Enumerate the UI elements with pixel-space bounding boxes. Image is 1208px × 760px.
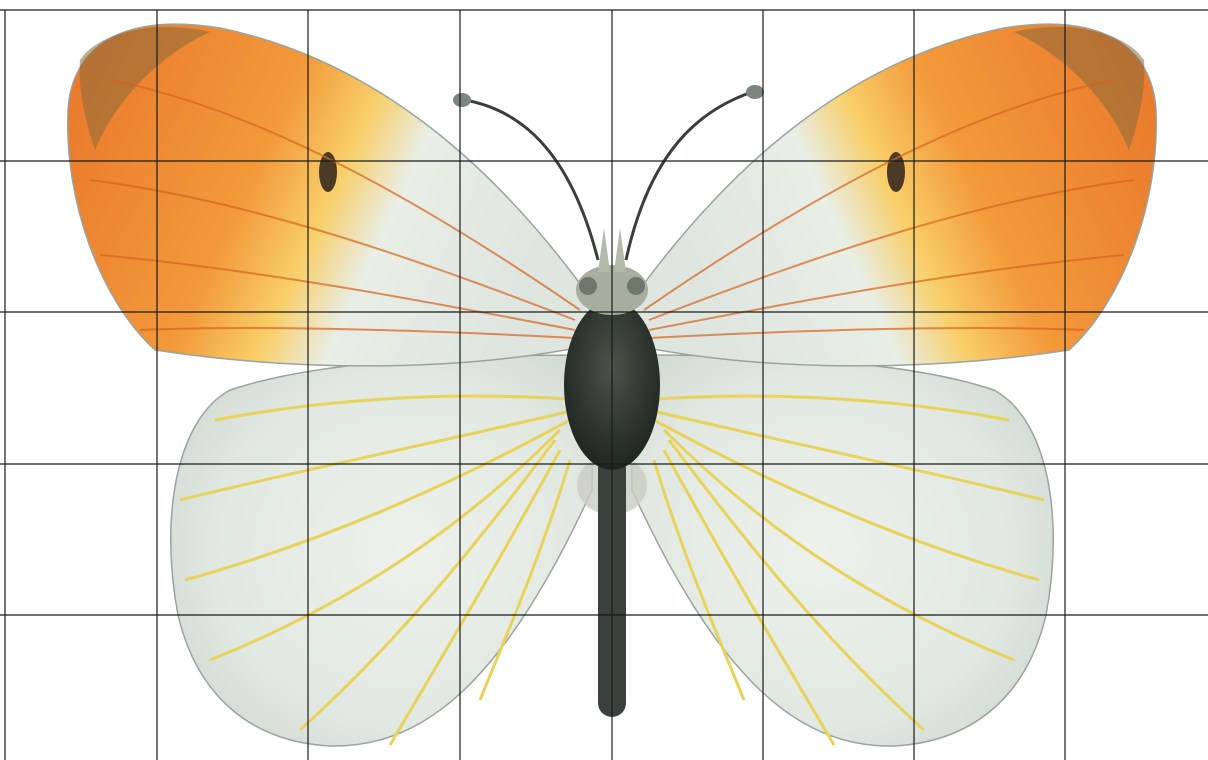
left-antenna-club bbox=[453, 93, 471, 107]
left-eye bbox=[579, 277, 597, 295]
page-body bbox=[0, 0, 1208, 760]
right-eye bbox=[627, 277, 645, 295]
page: Butterfly {} html, body { margin: 0; pad… bbox=[0, 0, 1208, 760]
right-antenna-club bbox=[746, 85, 764, 99]
illustration bbox=[0, 0, 1208, 760]
